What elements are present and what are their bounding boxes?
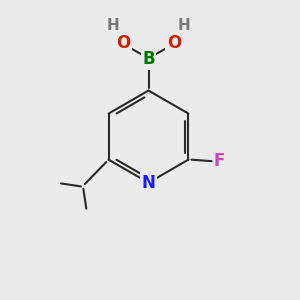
Text: F: F (214, 152, 225, 170)
Text: H: H (178, 18, 190, 33)
Text: H: H (106, 18, 119, 33)
Text: N: N (142, 174, 155, 192)
Text: B: B (142, 50, 155, 68)
Text: O: O (167, 34, 181, 52)
Text: O: O (116, 34, 130, 52)
